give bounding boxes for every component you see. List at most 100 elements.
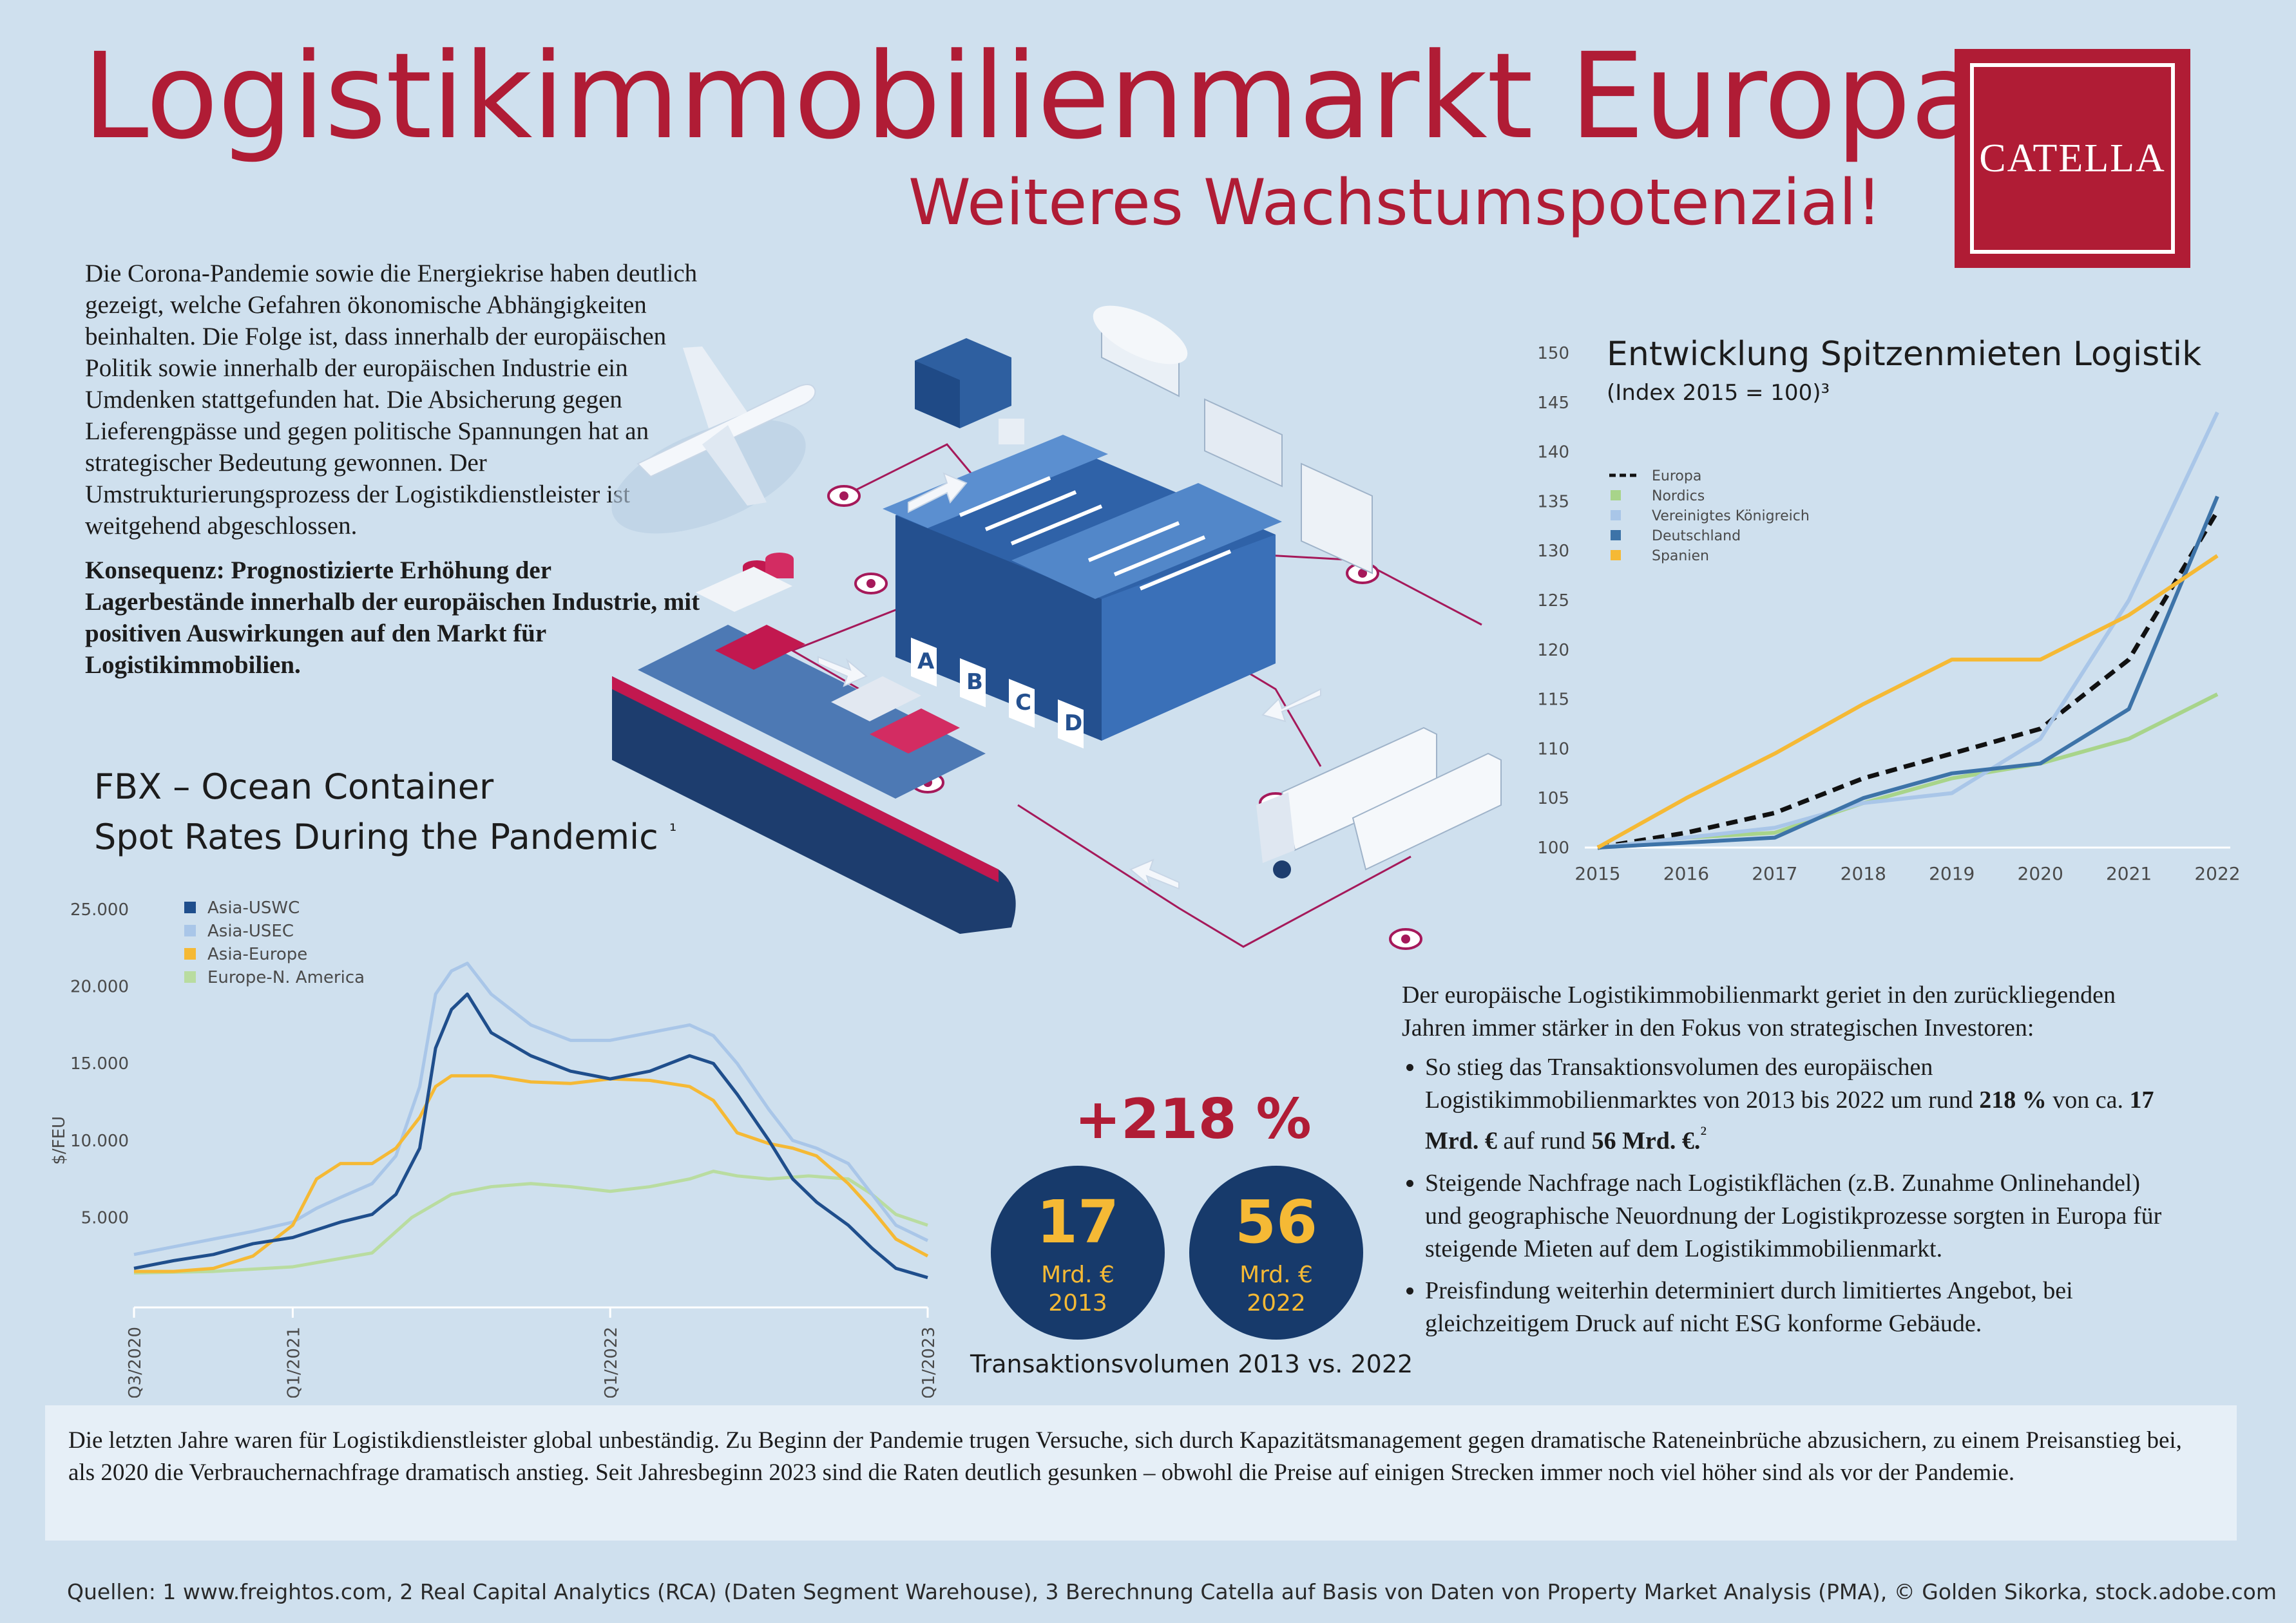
rent-legend-swatch bbox=[1611, 550, 1621, 560]
rent-x-tick-label: 2019 bbox=[1929, 863, 1975, 884]
page-title: Logistikimmobilienmarkt Europa – bbox=[82, 28, 2079, 166]
fbx-y-axis-label: $/FEU bbox=[50, 1116, 69, 1165]
fbx-chart-title: FBX – Ocean Container Spot Rates During … bbox=[94, 765, 676, 859]
dock-letter-c: C bbox=[1015, 690, 1031, 716]
summary-text: Die letzten Jahre waren für Logistikdien… bbox=[68, 1427, 2182, 1486]
fbx-y-tick-label: 25.000 bbox=[70, 900, 129, 920]
dock-letter-a: A bbox=[917, 649, 935, 674]
rent-series-line bbox=[1596, 554, 2219, 849]
rent-y-tick-label: 125 bbox=[1537, 591, 1569, 611]
fbx-title-footnote: ¹ bbox=[669, 820, 677, 841]
market-text-block: Der europäische Logistikimmobilienmarkt … bbox=[1402, 979, 2175, 1349]
fbx-title-line1: FBX – Ocean Container bbox=[94, 766, 494, 807]
fbx-legend-label: Asia-Europe bbox=[207, 945, 307, 964]
market-bullet-3: Preisfindung weiterhin determiniert durc… bbox=[1425, 1275, 2175, 1340]
intro-conclusion: Konsequenz: Prognostizierte Erhöhung der… bbox=[85, 556, 700, 679]
fbx-series-line bbox=[133, 1170, 928, 1275]
rent-x-tick-label: 2016 bbox=[1663, 863, 1709, 884]
fbx-y-tick-label: 15.000 bbox=[70, 1054, 129, 1074]
rent-y-tick-label: 150 bbox=[1537, 344, 1569, 363]
rent-y-tick-label: 110 bbox=[1537, 739, 1569, 759]
page-subtitle: Weiteres Wachstumspotenzial! bbox=[908, 166, 1882, 240]
rent-series-line bbox=[1597, 509, 2220, 850]
warehouse-icon: A B C D bbox=[883, 435, 1282, 749]
catella-logo: CATELLA bbox=[1955, 49, 2190, 268]
fbx-y-tick-label: 5.000 bbox=[81, 1208, 129, 1228]
rent-series-line bbox=[1597, 692, 2219, 849]
rent-y-tick-label: 120 bbox=[1537, 641, 1569, 660]
bullet1-text-b: von ca. bbox=[2046, 1087, 2130, 1114]
fbx-y-tick-label: 10.000 bbox=[70, 1132, 129, 1151]
logistics-illustration: A B C D bbox=[611, 305, 1502, 950]
airplane-icon bbox=[611, 346, 816, 534]
rent-y-tick-label: 145 bbox=[1537, 394, 1569, 413]
transaction-2013-value: 17 bbox=[1036, 1188, 1120, 1257]
rent-legend-label: Vereinigtes Königreich bbox=[1652, 508, 1810, 524]
fbx-x-tick-label: Q3/2020 bbox=[126, 1327, 145, 1398]
transaction-2022-value: 56 bbox=[1234, 1188, 1318, 1257]
rent-chart-title: Entwicklung Spitzenmieten Logistik bbox=[1607, 335, 2202, 374]
fbx-legend-swatch bbox=[184, 948, 196, 960]
rent-x-tick-label: 2017 bbox=[1752, 863, 1797, 884]
fbx-series-line bbox=[133, 962, 929, 1257]
rent-legend-label: Spanien bbox=[1652, 548, 1709, 564]
loading-dock-icon bbox=[915, 338, 1024, 444]
bullet1-percent: 218 % bbox=[1979, 1087, 2047, 1114]
container-ship-icon bbox=[612, 625, 1016, 934]
fbx-legend-label: Europe-N. America bbox=[207, 968, 365, 987]
transaction-2013-circle: 17 Mrd. € 2013 bbox=[991, 1166, 1165, 1340]
transaction-2013-unit: Mrd. € bbox=[1041, 1262, 1115, 1288]
rent-y-tick-label: 140 bbox=[1537, 443, 1569, 462]
bullet1-from-value: 17 Mrd. € bbox=[1425, 1087, 2154, 1155]
fbx-series-line bbox=[133, 992, 928, 1280]
fbx-x-tick-label: Q1/2022 bbox=[602, 1327, 621, 1398]
fbx-chart: 25.000 20.000 15.000 10.000 5.000 $/FEU Q3/202… bbox=[50, 898, 939, 1398]
market-bullet-1: So stieg das Transaktionsvolumen des eur… bbox=[1425, 1051, 2175, 1158]
rent-y-tick-label: 130 bbox=[1537, 542, 1569, 561]
rent-chart: 150 145 140 135 130 125 120 115 110 105 100 2015 201… bbox=[1537, 344, 2240, 884]
rent-legend-label: Europa bbox=[1652, 468, 1701, 484]
logo-frame: CATELLA bbox=[1970, 63, 2175, 254]
fbx-x-tick-label: Q1/2021 bbox=[284, 1327, 303, 1398]
rent-y-tick-label: 115 bbox=[1537, 690, 1569, 710]
fbx-legend-swatch bbox=[184, 971, 196, 983]
rent-x-tick-label: 2018 bbox=[1841, 863, 1886, 884]
fbx-x-tick-label: Q1/2023 bbox=[919, 1327, 939, 1398]
transaction-2022-circle: 56 Mrd. € 2022 bbox=[1189, 1166, 1363, 1340]
intro-paragraph: Die Corona-Pandemie sowie die Energiekri… bbox=[85, 260, 698, 540]
transaction-growth-percent: +218 % bbox=[1075, 1087, 1312, 1152]
rent-y-tick-label: 135 bbox=[1537, 492, 1569, 511]
summary-box: Die letzten Jahre waren für Logistikdien… bbox=[45, 1405, 2237, 1541]
fbx-y-tick-label: 20.000 bbox=[70, 978, 129, 997]
sources-footnote: Quellen: 1 www.freightos.com, 2 Real Cap… bbox=[67, 1579, 2277, 1604]
bullet1-to-value: 56 Mrd. €. bbox=[1591, 1127, 1701, 1155]
rent-legend-swatch bbox=[1611, 530, 1621, 540]
transaction-volume-label: Transaktionsvolumen 2013 vs. 2022 bbox=[970, 1350, 1413, 1378]
intro-text-block: Die Corona-Pandemie sowie die Energiekri… bbox=[85, 258, 716, 694]
transaction-2022-unit: Mrd. € bbox=[1239, 1262, 1313, 1288]
transaction-2022-year: 2022 bbox=[1247, 1290, 1306, 1316]
dock-letter-b: B bbox=[966, 669, 983, 695]
truck-icon bbox=[1256, 726, 1502, 878]
rent-legend-swatch bbox=[1611, 490, 1621, 500]
bullet1-footnote: ² bbox=[1700, 1122, 1707, 1144]
fbx-legend-swatch bbox=[184, 925, 196, 936]
bullet1-text-a: So stieg das Transaktionsvolumen des eur… bbox=[1425, 1054, 1980, 1114]
fbx-legend-swatch bbox=[184, 902, 196, 913]
rent-x-tick-label: 2015 bbox=[1574, 863, 1620, 884]
cargo-barrels-icon bbox=[696, 553, 794, 612]
rent-legend-label: Nordics bbox=[1652, 488, 1705, 504]
fbx-series-line bbox=[134, 1074, 929, 1273]
rent-x-tick-label: 2021 bbox=[2106, 863, 2152, 884]
rent-series-line bbox=[1597, 495, 2219, 849]
dock-letter-d: D bbox=[1064, 710, 1082, 736]
fbx-legend-label: Asia-USWC bbox=[207, 898, 300, 918]
transaction-2013-year: 2013 bbox=[1048, 1290, 1107, 1316]
rent-chart-subtitle: (Index 2015 = 100)³ bbox=[1607, 380, 1830, 406]
train-icon bbox=[1093, 305, 1373, 574]
fbx-legend-label: Asia-USEC bbox=[207, 922, 294, 941]
rent-y-tick-label: 100 bbox=[1537, 839, 1569, 858]
rent-legend-label: Deutschland bbox=[1652, 528, 1741, 544]
fbx-title-line2: Spot Rates During the Pandemic bbox=[94, 817, 658, 857]
market-bullets: So stieg das Transaktionsvolumen des eur… bbox=[1402, 1051, 2175, 1340]
